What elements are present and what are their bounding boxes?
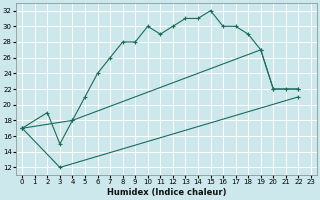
- X-axis label: Humidex (Indice chaleur): Humidex (Indice chaleur): [107, 188, 226, 197]
